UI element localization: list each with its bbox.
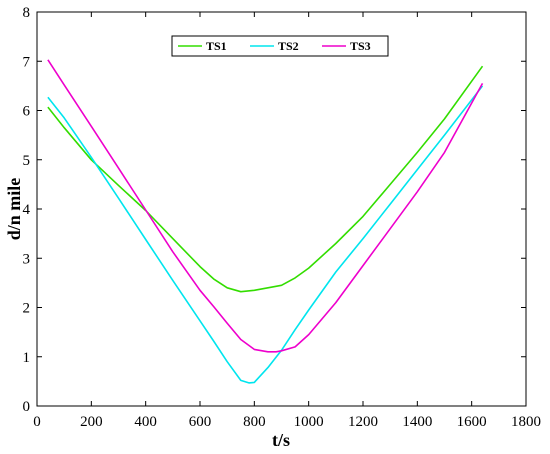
- legend: TS1 TS2 TS3: [171, 35, 389, 57]
- x-tick-label: 800: [243, 414, 266, 430]
- y-tick-label: 6: [23, 104, 31, 120]
- x-axis-label: t/s: [272, 430, 290, 450]
- x-tick-label: 1800: [511, 414, 541, 430]
- y-tick-label: 4: [23, 202, 31, 218]
- series-layer: [47, 59, 484, 384]
- y-tick-label: 1: [23, 350, 31, 366]
- y-axis-ticks: 0 1 2 3 4 5 6 7 8: [23, 5, 526, 415]
- legend-box: [171, 35, 389, 57]
- y-tick-label: 0: [23, 399, 31, 415]
- y-tick-label: 5: [23, 153, 31, 169]
- plot-area: [36, 11, 527, 407]
- x-axis-ticks: 0 200 400 600 800 1000 1200 1400 1600 1800: [33, 12, 541, 430]
- y-tick-label: 2: [23, 301, 31, 317]
- legend-label-ts1: TS1: [206, 39, 227, 53]
- x-tick-label: 1200: [348, 414, 378, 430]
- y-tick-label: 3: [23, 251, 31, 267]
- series-line-ts3: [47, 59, 484, 353]
- series-line-ts2: [47, 85, 484, 384]
- y-tick-label: 8: [23, 5, 31, 21]
- series-line-ts1: [47, 65, 484, 293]
- x-tick-label: 400: [134, 414, 157, 430]
- x-tick-label: 1400: [402, 414, 432, 430]
- y-axis-label: d/n mile: [4, 178, 24, 241]
- x-tick-label: 1600: [457, 414, 487, 430]
- x-tick-label: 0: [33, 414, 41, 430]
- legend-label-ts3: TS3: [350, 39, 371, 53]
- x-tick-label: 1000: [294, 414, 324, 430]
- y-tick-label: 7: [23, 54, 31, 70]
- x-tick-label: 600: [189, 414, 212, 430]
- x-tick-label: 200: [80, 414, 103, 430]
- legend-label-ts2: TS2: [278, 39, 299, 53]
